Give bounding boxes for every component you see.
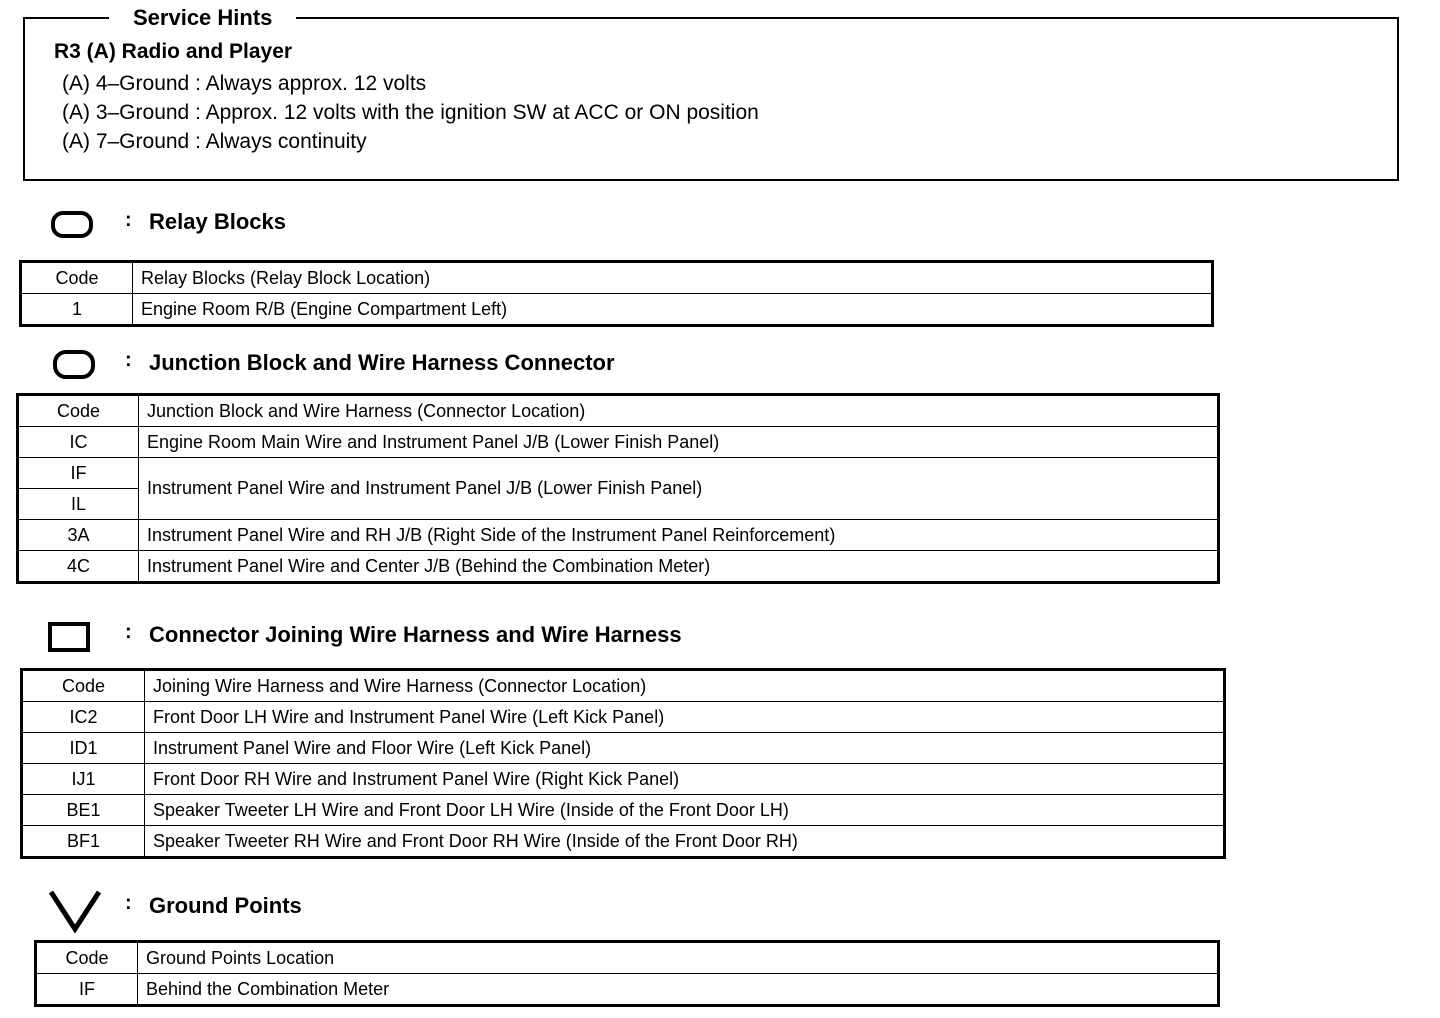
cell-location: Instrument Panel Wire and Center J/B (Be… [138,550,1219,583]
cell-location: Speaker Tweeter RH Wire and Front Door R… [144,825,1225,858]
junction-title: Junction Block and Wire Harness Connecto… [149,350,615,375]
cell-location: Engine Room Main Wire and Instrument Pan… [138,426,1219,458]
cell-code: 1 [20,293,133,326]
cell-code: 4C [17,550,139,583]
hint-line: (A) 4–Ground : Always approx. 12 volts [62,72,427,95]
cell-location: Speaker Tweeter LH Wire and Front Door L… [144,794,1225,826]
header-code: Code [17,394,139,427]
service-hints-title: Service Hints [109,5,297,31]
colon: : [125,209,132,231]
junction-table: Code Junction Block and Wire Harness (Con… [16,393,1220,584]
colon: : [125,349,132,371]
table-row: 1 Engine Room R/B (Engine Compartment Lef… [20,293,1213,326]
cell-code: IC2 [21,701,145,733]
cell-code: IF [35,973,138,1006]
junction-block-icon [53,350,95,379]
hint-line: (A) 3–Ground : Approx. 12 volts with the… [62,101,759,124]
relay-block-icon [51,211,93,238]
table-row: IL [17,488,1219,520]
table-row: IF Behind the Combination Meter [35,973,1219,1006]
table-header: Code Ground Points Location [35,941,1219,974]
table-header: Code Relay Blocks (Relay Block Location) [20,261,1213,294]
colon: : [125,621,132,643]
cell-code: ID1 [21,732,145,764]
table-row: BE1 Speaker Tweeter LH Wire and Front Doo… [21,794,1225,826]
ground-point-icon [48,890,102,933]
table-row: IC Engine Room Main Wire and Instrument P… [17,426,1219,458]
cell-location: Front Door LH Wire and Instrument Panel … [144,701,1225,733]
table-row: 3A Instrument Panel Wire and RH J/B (Righ… [17,519,1219,551]
hint-subtitle: R3 (A) Radio and Player [54,40,293,63]
cell-code: IF [17,457,139,489]
cell-location: Instrument Panel Wire and Floor Wire (Le… [144,732,1225,764]
ground-title: Ground Points [149,893,302,918]
header-location: Junction Block and Wire Harness (Connect… [138,394,1219,427]
table-header: Code Junction Block and Wire Harness (Con… [17,394,1219,427]
header-code: Code [20,261,133,294]
ground-table: Code Ground Points Location IF Behind the … [34,940,1220,1007]
cell-code: IL [17,488,139,520]
cell-location: Engine Room R/B (Engine Compartment Left… [132,293,1213,326]
service-hints-box: Service Hints [23,5,1399,181]
connector-table: Code Joining Wire Harness and Wire Harnes… [20,668,1226,859]
cell-location: Front Door RH Wire and Instrument Panel … [144,763,1225,795]
cell-location: Instrument Panel Wire and RH J/B (Right … [138,519,1219,551]
cell-code: IC [17,426,139,458]
relay-title: Relay Blocks [149,209,286,234]
table-row: 4C Instrument Panel Wire and Center J/B (… [17,550,1219,583]
header-code: Code [35,941,138,974]
cell-location: Behind the Combination Meter [137,973,1219,1006]
cell-code: IJ1 [21,763,145,795]
cell-code: BF1 [21,825,145,858]
hint-line: (A) 7–Ground : Always continuity [62,130,367,153]
relay-table: Code Relay Blocks (Relay Block Location) … [19,260,1214,327]
cell-code: BE1 [21,794,145,826]
table-row: IC2 Front Door LH Wire and Instrument Pan… [21,701,1225,733]
table-row: BF1 Speaker Tweeter RH Wire and Front Doo… [21,825,1225,858]
table-row: IF Instrument Panel Wire and Instrument P… [17,457,1219,520]
cell-location: Instrument Panel Wire and Instrument Pan… [138,457,1219,520]
header-location: Relay Blocks (Relay Block Location) [132,261,1213,294]
header-location: Joining Wire Harness and Wire Harness (C… [144,669,1225,702]
connector-icon [48,622,90,652]
table-header: Code Joining Wire Harness and Wire Harnes… [21,669,1225,702]
cell-code: 3A [17,519,139,551]
table-row: ID1 Instrument Panel Wire and Floor Wire … [21,732,1225,764]
colon: : [125,892,132,914]
connector-title: Connector Joining Wire Harness and Wire … [149,622,682,647]
table-row: IJ1 Front Door RH Wire and Instrument Pan… [21,763,1225,795]
header-code: Code [21,669,145,702]
header-location: Ground Points Location [137,941,1219,974]
